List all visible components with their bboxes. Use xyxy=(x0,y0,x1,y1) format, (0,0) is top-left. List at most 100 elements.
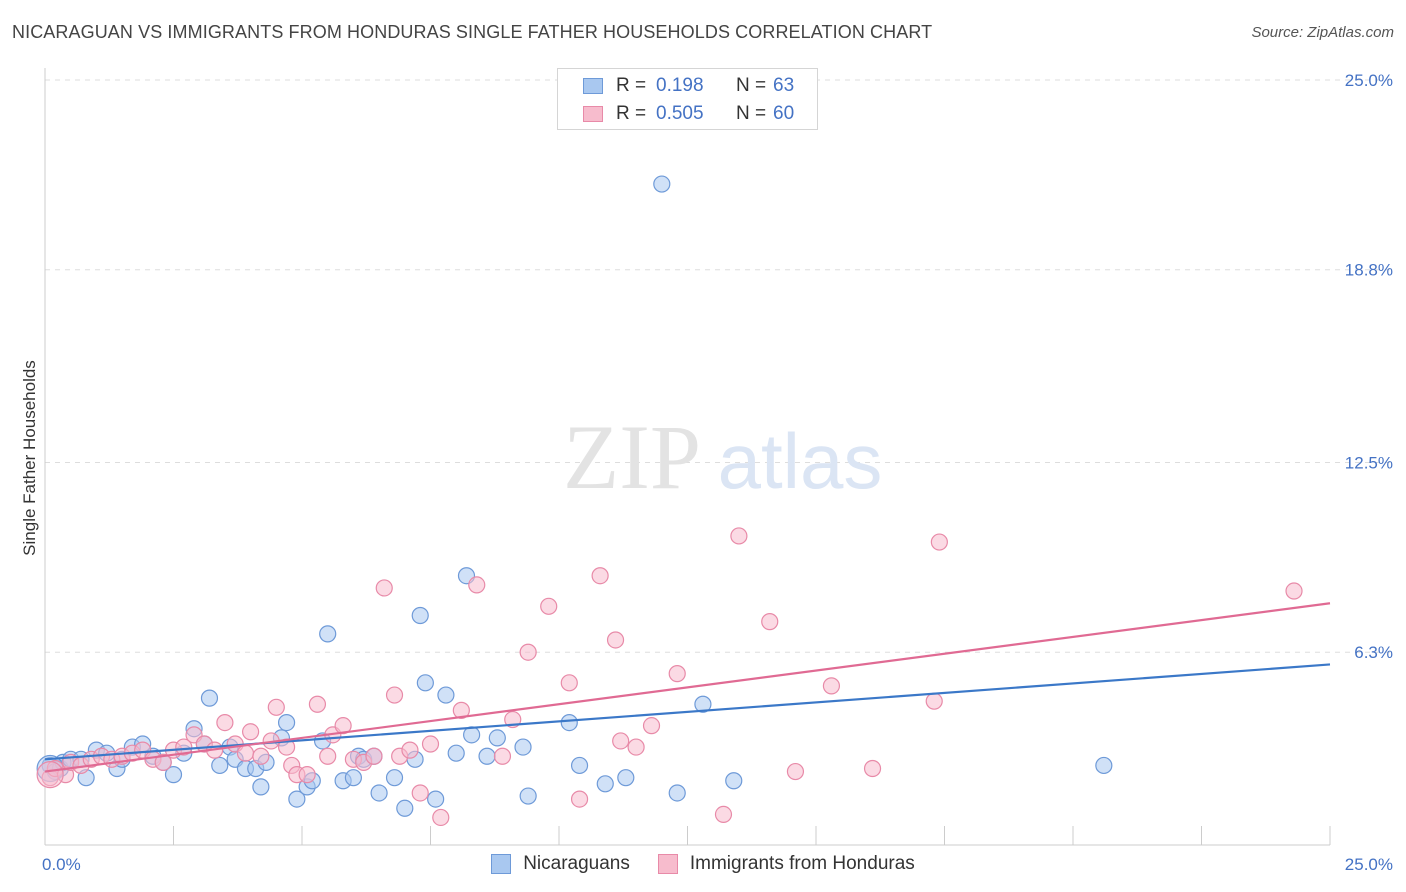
data-point-honduras xyxy=(411,784,429,802)
legend-row-nicaraguans: R = 0.198 N = 63 xyxy=(558,72,794,100)
data-point-honduras xyxy=(863,759,882,778)
data-point-nicaraguans xyxy=(411,606,429,625)
data-point-nicaraguans xyxy=(447,744,465,762)
data-point-nicaraguans xyxy=(725,772,743,790)
data-point-honduras xyxy=(612,732,630,750)
grid-lines xyxy=(45,79,1395,653)
data-point-nicaraguans xyxy=(396,799,414,817)
data-point-nicaraguans xyxy=(252,778,270,796)
source-label: Source: ZipAtlas.com xyxy=(1251,24,1394,41)
data-point-honduras xyxy=(540,597,558,615)
data-point-honduras xyxy=(761,613,779,631)
data-point-nicaraguans xyxy=(653,175,671,193)
data-point-nicaraguans xyxy=(211,756,229,775)
data-point-nicaraguans xyxy=(668,784,686,802)
data-point-honduras xyxy=(786,762,805,781)
tick-labels: 6.3% 12.5% 18.8% 25.0% 0.0% 25.0% xyxy=(42,71,1393,874)
trend-lines xyxy=(44,602,1331,773)
data-point-honduras xyxy=(385,686,404,704)
legend-r-value: 0.198 xyxy=(656,75,704,96)
watermark-zip: ZIP xyxy=(563,406,701,508)
bottom-legend: Nicaraguans Immigrants from Honduras xyxy=(0,851,1406,877)
data-point-nicaraguans xyxy=(560,713,578,732)
data-point-nicaraguans xyxy=(164,766,183,784)
legend-r-label: R = xyxy=(616,103,647,124)
legend-n-value: 60 xyxy=(773,103,795,124)
data-point-nicaraguans xyxy=(1095,756,1113,775)
data-point-nicaraguans xyxy=(617,769,635,787)
trend-line-nicaraguans xyxy=(44,663,1331,761)
data-point-honduras xyxy=(308,695,327,713)
data-point-nicaraguans xyxy=(427,790,445,808)
bottom-legend-label: Nicaraguans xyxy=(523,853,630,874)
data-point-nicaraguans xyxy=(694,695,712,713)
bottom-legend-nicaraguans: Nicaraguans xyxy=(491,853,630,875)
data-point-honduras xyxy=(519,643,537,661)
data-point-honduras xyxy=(714,805,733,824)
data-point-honduras xyxy=(730,527,748,545)
data-point-cluster-honduras xyxy=(36,761,64,789)
data-point-honduras xyxy=(642,717,661,735)
data-point-nicaraguans xyxy=(488,729,506,747)
data-point-honduras xyxy=(432,808,450,827)
data-point-nicaraguans xyxy=(478,747,496,765)
bottom-legend-swatch-blue xyxy=(491,854,512,874)
data-point-honduras xyxy=(319,747,337,765)
data-point-honduras xyxy=(298,766,316,784)
trend-line-honduras xyxy=(44,602,1331,773)
data-point-nicaraguans xyxy=(519,787,537,805)
data-point-nicaraguans xyxy=(288,790,306,808)
data-point-nicaraguans xyxy=(416,674,434,692)
data-point-honduras xyxy=(236,744,255,762)
data-point-honduras xyxy=(560,674,578,692)
legend-swatch-blue xyxy=(583,78,603,94)
data-point-honduras xyxy=(375,579,393,597)
data-point-honduras xyxy=(606,631,625,649)
data-point-honduras xyxy=(421,735,440,753)
x-tick-label-max: 25.0% xyxy=(1345,855,1393,874)
data-point-nicaraguans xyxy=(514,738,532,756)
data-point-honduras xyxy=(334,717,352,735)
x-tick-label-min: 0.0% xyxy=(42,855,81,874)
legend-n-value: 63 xyxy=(773,75,795,96)
data-point-honduras xyxy=(925,692,943,710)
data-point-honduras xyxy=(452,701,470,719)
data-point-honduras xyxy=(401,741,419,759)
y-axis-label: Single Father Households xyxy=(20,360,39,556)
data-point-nicaraguans xyxy=(200,689,219,707)
data-point-honduras xyxy=(365,747,383,765)
axes xyxy=(44,68,1331,846)
data-point-nicaraguans xyxy=(319,625,337,643)
legend: R = 0.198 N = 63 R = 0.505 N = 60 xyxy=(557,68,818,130)
data-point-nicaraguans xyxy=(370,784,388,802)
legend-row-honduras: R = 0.505 N = 60 xyxy=(558,100,794,128)
data-point-honduras xyxy=(267,698,285,716)
watermark-atlas: atlas xyxy=(718,417,883,505)
data-point-nicaraguans xyxy=(344,769,362,787)
legend-n-label: N = xyxy=(736,103,767,124)
data-point-honduras xyxy=(242,723,260,741)
bottom-legend-label: Immigrants from Honduras xyxy=(689,853,915,874)
y-tick-label: 12.5% xyxy=(1345,454,1393,473)
data-point-honduras xyxy=(930,533,948,551)
data-point-honduras xyxy=(570,790,589,808)
y-tick-label: 6.3% xyxy=(1354,643,1393,662)
data-point-nicaraguans xyxy=(385,769,404,787)
data-point-honduras xyxy=(175,738,193,756)
series-honduras xyxy=(36,527,1303,827)
data-point-nicaraguans xyxy=(277,713,296,732)
y-tick-label: 18.8% xyxy=(1345,261,1393,280)
data-point-honduras xyxy=(627,738,645,756)
data-point-honduras xyxy=(1285,582,1303,600)
legend-n-label: N = xyxy=(736,75,767,96)
data-point-nicaraguans xyxy=(570,756,589,775)
data-point-honduras xyxy=(252,747,270,765)
data-point-nicaraguans xyxy=(437,686,455,704)
data-point-honduras xyxy=(154,753,172,771)
bottom-legend-honduras: Immigrants from Honduras xyxy=(657,853,915,875)
bottom-legend-swatch-pink xyxy=(657,854,678,874)
data-point-honduras xyxy=(493,747,512,765)
data-point-nicaraguans xyxy=(596,775,614,793)
data-point-honduras xyxy=(591,567,609,585)
